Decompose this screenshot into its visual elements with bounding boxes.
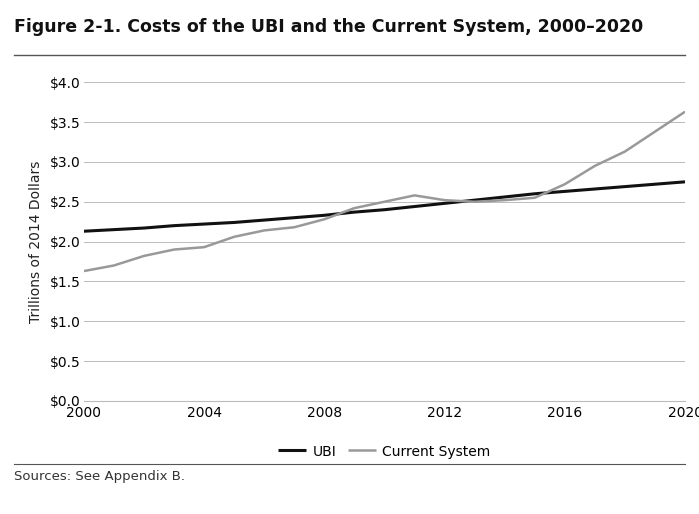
Current System xyxy=(320,216,329,223)
UBI xyxy=(380,207,389,213)
UBI xyxy=(230,219,238,226)
Legend: UBI, Current System: UBI, Current System xyxy=(273,439,496,464)
Current System xyxy=(500,197,509,203)
Current System xyxy=(410,192,419,198)
UBI xyxy=(80,228,88,234)
Current System xyxy=(140,253,148,259)
UBI xyxy=(621,183,629,190)
Current System xyxy=(290,224,298,230)
UBI xyxy=(651,181,659,187)
Line: Current System: Current System xyxy=(84,112,685,271)
UBI xyxy=(440,200,449,207)
UBI xyxy=(531,191,539,197)
UBI xyxy=(170,223,178,229)
UBI xyxy=(561,188,569,194)
Current System xyxy=(531,195,539,201)
UBI xyxy=(410,204,419,210)
Current System xyxy=(561,181,569,187)
Current System xyxy=(621,149,629,155)
Current System xyxy=(470,198,479,205)
Y-axis label: Trillions of 2014 Dollars: Trillions of 2014 Dollars xyxy=(29,160,43,323)
Current System xyxy=(80,268,88,274)
Line: UBI: UBI xyxy=(84,182,685,231)
Current System xyxy=(110,262,118,268)
UBI xyxy=(110,227,118,233)
Current System xyxy=(440,197,449,203)
Text: Sources: See Appendix B.: Sources: See Appendix B. xyxy=(14,470,185,483)
Current System xyxy=(230,234,238,240)
UBI xyxy=(260,217,268,223)
Current System xyxy=(170,247,178,253)
UBI xyxy=(681,179,689,185)
UBI xyxy=(140,225,148,231)
Current System xyxy=(651,128,659,135)
Current System xyxy=(681,108,689,115)
Current System xyxy=(380,198,389,205)
UBI xyxy=(500,194,509,200)
UBI xyxy=(290,215,298,221)
Current System xyxy=(200,244,208,250)
UBI xyxy=(200,221,208,227)
Current System xyxy=(260,227,268,233)
Text: Figure 2-1. Costs of the UBI and the Current System, 2000–2020: Figure 2-1. Costs of the UBI and the Cur… xyxy=(14,18,643,36)
UBI xyxy=(470,197,479,203)
UBI xyxy=(591,186,599,192)
Current System xyxy=(591,163,599,169)
UBI xyxy=(320,212,329,218)
Current System xyxy=(350,205,359,211)
UBI xyxy=(350,209,359,215)
